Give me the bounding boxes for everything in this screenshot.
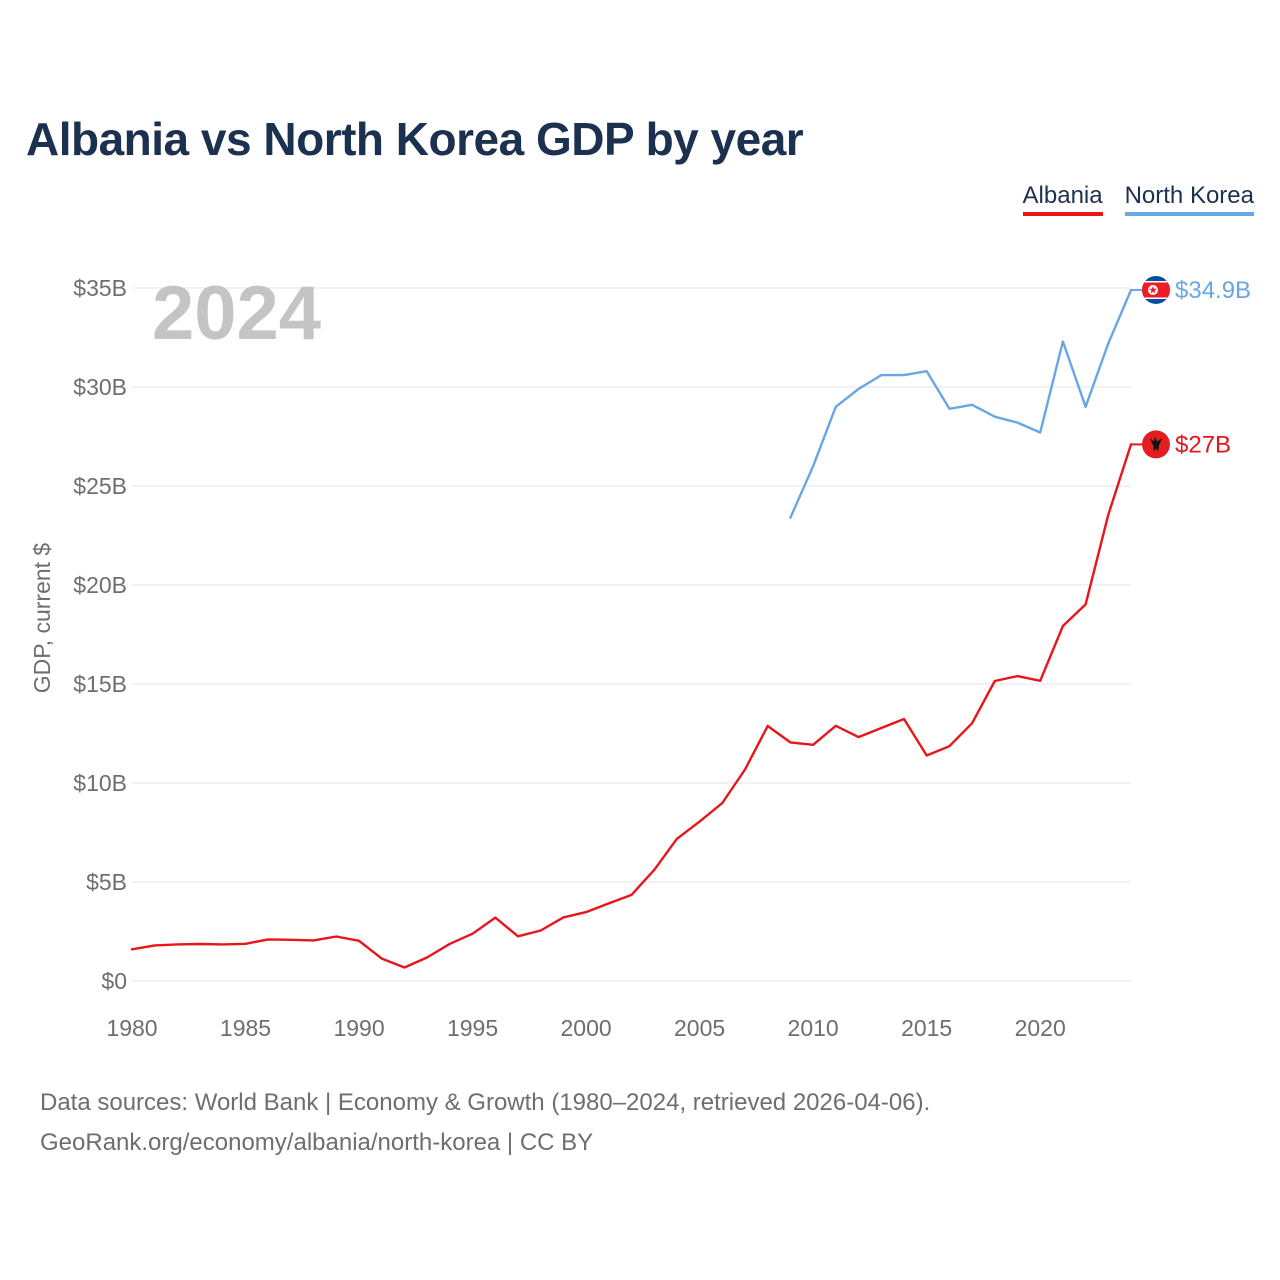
north-korea-flag-icon [1142, 275, 1170, 304]
y-tick-label: $35B [73, 275, 127, 301]
legend: Albania North Korea [1022, 182, 1254, 216]
y-axis-label: GDP, current $ [29, 543, 55, 694]
y-tick-label: $10B [73, 770, 127, 796]
y-tick-label: $15B [73, 671, 127, 697]
x-tick-label: 2010 [788, 1015, 839, 1041]
end-value-label: $27B [1175, 431, 1231, 458]
x-tick-label: 2015 [901, 1015, 952, 1041]
chart-title: Albania vs North Korea GDP by year [26, 113, 804, 165]
series-lines [130, 288, 1133, 969]
albania-flag-icon [1142, 430, 1170, 459]
y-tick-label: $0 [101, 968, 127, 994]
x-tick-label: 1990 [333, 1015, 384, 1041]
y-axis-ticks: $0 $5B $10B $15B $20B $25B $30B $35B [73, 275, 127, 994]
x-tick-label: 2005 [674, 1015, 725, 1041]
y-tick-label: $30B [73, 374, 127, 400]
x-tick-label: 1980 [106, 1015, 157, 1041]
end-markers: $27B $34.9B [1131, 275, 1251, 459]
footer-attribution[interactable]: GeoRank.org/economy/albania/north-korea … [40, 1129, 594, 1156]
x-tick-label: 1995 [447, 1015, 498, 1041]
footer: Data sources: World Bank | Economy & Gro… [40, 1083, 930, 1163]
y-tick-label: $20B [73, 572, 127, 598]
footer-sources: Data sources: World Bank | Economy & Gro… [40, 1089, 931, 1116]
legend-item-north-korea[interactable]: North Korea [1124, 182, 1254, 216]
year-watermark: 2024 [152, 271, 321, 356]
y-tick-label: $5B [86, 869, 127, 895]
y-tick-label: $25B [73, 473, 127, 499]
gridlines [132, 287, 1131, 982]
end-value-label: $34.9B [1175, 277, 1251, 304]
x-tick-label: 1985 [220, 1015, 271, 1041]
series-line-north-korea [789, 288, 1133, 519]
x-axis-ticks: 1980 1985 1990 1995 2000 2005 2010 2015 2020 [106, 1015, 1065, 1041]
x-tick-label: 2000 [561, 1015, 612, 1041]
x-tick-label: 2020 [1015, 1015, 1066, 1041]
series-line-albania [130, 443, 1133, 969]
legend-item-albania[interactable]: Albania [1022, 182, 1103, 216]
